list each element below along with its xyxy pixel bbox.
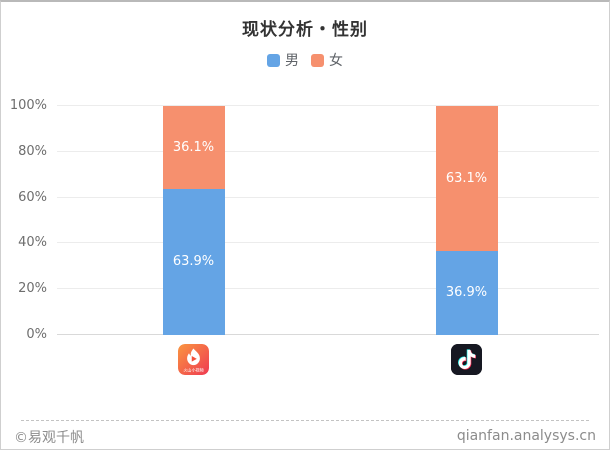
y-axis-labels: 0% 20% 40% 60% 80% 100% — [1, 98, 47, 342]
category-axis: 火山小视频 — [57, 343, 603, 375]
y-axis-tick-label: 20% — [18, 281, 47, 297]
watermark-text: ©易观千帆 — [14, 430, 84, 446]
bar-segment-female: 36.1% — [162, 106, 225, 189]
site-url-text: qianfan.analysys.cn — [456, 428, 596, 444]
bar-segment-male: 63.9% — [162, 188, 225, 335]
y-axis-tick-label: 0% — [26, 327, 47, 342]
legend-label-female: 女 — [329, 53, 343, 69]
legend: 男 女 — [1, 50, 609, 70]
legend-swatch-female-icon — [311, 53, 324, 67]
bar-segment-value-label: 63.1% — [445, 170, 488, 186]
douyin-app-icon — [451, 343, 482, 375]
stacked-bar-douyin: 36.9% 63.1% — [435, 106, 498, 335]
legend-swatch-male-icon — [267, 53, 280, 67]
category-douyin — [330, 343, 603, 375]
gridline — [57, 288, 599, 290]
svg-text:火山小视频: 火山小视频 — [183, 366, 203, 372]
gridline — [57, 105, 599, 106]
legend-item-male[interactable]: 男 — [267, 50, 299, 70]
bar-segment-value-label: 63.9% — [172, 254, 215, 270]
plot-area: 63.9% 36.1% 36.9% 63.1% — [57, 105, 603, 335]
x-axis-line — [57, 334, 599, 335]
gridline — [57, 150, 599, 152]
legend-item-female[interactable]: 女 — [311, 50, 343, 70]
stacked-bar-huoshan: 63.9% 36.1% — [162, 106, 225, 335]
bar-segment-value-label: 36.9% — [445, 285, 488, 301]
category-huoshan: 火山小视频 — [57, 343, 330, 375]
bar-segment-value-label: 36.1% — [172, 139, 215, 155]
chart-title: 现状分析・性别 — [242, 20, 368, 40]
huoshan-video-app-icon: 火山小视频 — [178, 343, 209, 375]
bar-segment-female: 63.1% — [435, 106, 498, 251]
footer-divider — [21, 420, 589, 421]
y-axis-tick-label: 100% — [9, 98, 47, 113]
bar-segment-male: 36.9% — [435, 250, 498, 335]
legend-label-male: 男 — [285, 53, 299, 69]
y-axis-tick-label: 40% — [18, 235, 47, 251]
y-axis-tick-label: 60% — [18, 189, 47, 205]
y-axis-tick-label: 80% — [18, 143, 47, 159]
gridline — [57, 196, 599, 198]
gridline — [57, 242, 599, 244]
